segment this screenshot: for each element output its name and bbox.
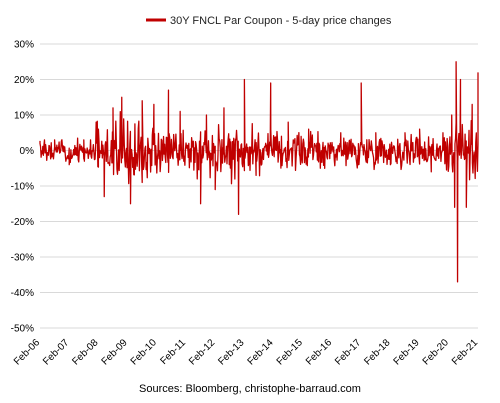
y-tick-label: -20% — [11, 217, 34, 228]
x-tick-label: Feb-13 — [216, 337, 246, 367]
legend-label: 30Y FNCL Par Coupon - 5-day price change… — [170, 15, 392, 27]
x-axis-tick-labels: Feb-06 Feb-07 Feb-08 Feb-09 Feb-10 Feb-11 Feb-… — [12, 337, 480, 367]
series-layer — [39, 61, 479, 283]
y-tick-label: 30% — [14, 40, 34, 51]
x-tick-label: Feb-07 — [41, 337, 71, 367]
y-tick-label: 10% — [14, 111, 34, 122]
y-tick-label: -40% — [11, 288, 34, 299]
x-tick-label: Feb-09 — [100, 337, 130, 367]
x-tick-label: Feb-20 — [421, 337, 451, 367]
source-note: Sources: Bloomberg, christophe-barraud.c… — [139, 383, 361, 395]
x-tick-label: Feb-16 — [304, 337, 334, 367]
x-tick-label: Feb-15 — [275, 337, 305, 367]
y-tick-label: 0% — [20, 146, 35, 157]
x-tick-label: Feb-11 — [158, 337, 188, 367]
series-line-30y-fncl — [39, 61, 479, 283]
y-tick-label: -30% — [11, 253, 34, 264]
y-tick-label: -10% — [11, 182, 34, 193]
legend: 30Y FNCL Par Coupon - 5-day price change… — [146, 15, 392, 27]
x-tick-label: Feb-08 — [70, 337, 100, 367]
x-tick-label: Feb-06 — [12, 337, 42, 367]
grid — [40, 43, 478, 329]
x-tick-label: Feb-17 — [333, 337, 363, 367]
y-tick-label: -50% — [11, 324, 34, 335]
y-tick-label: 20% — [14, 75, 34, 86]
x-tick-label: Feb-12 — [187, 337, 217, 367]
x-tick-label: Feb-18 — [362, 337, 392, 367]
y-axis-tick-labels: 30% 20% 10% 0% -10% -20% -30% -40% -50% — [11, 40, 34, 335]
x-tick-label: Feb-19 — [392, 337, 422, 367]
x-tick-label: Feb-21 — [450, 337, 480, 367]
x-tick-label: Feb-10 — [129, 337, 159, 367]
x-tick-label: Feb-14 — [246, 337, 276, 367]
